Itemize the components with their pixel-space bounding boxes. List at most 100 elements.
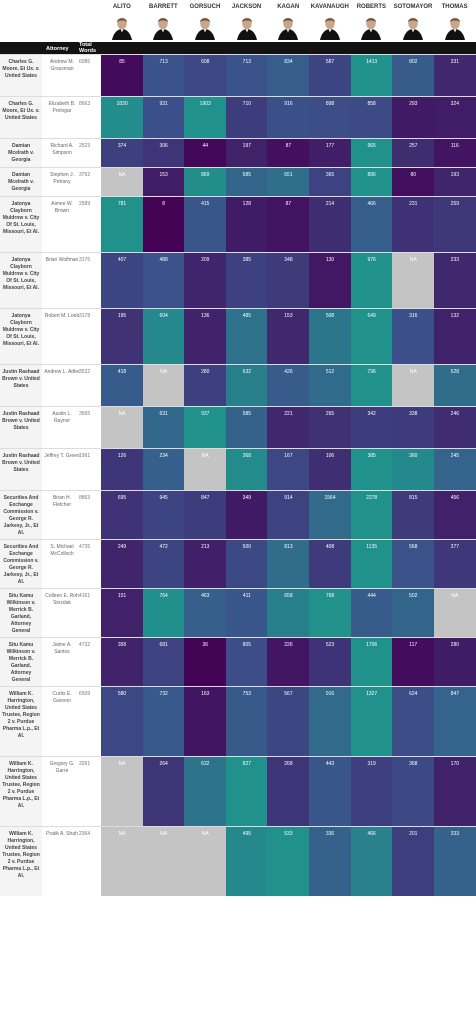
heatmap-cell-sotomayor: 117 — [392, 638, 435, 686]
heatmap-cell-alito: 249 — [101, 540, 144, 588]
justice-name-sotomayor: SOTOMAYOR — [393, 4, 433, 10]
heatmap-cell-jackson: 349 — [225, 491, 268, 539]
heatmap-cell-thomas: 528 — [433, 365, 476, 406]
heatmap-cell-kavanaugh: 898 — [309, 97, 352, 138]
heatmap-cell-barrett: 264 — [142, 757, 185, 826]
total-words: 2589 — [79, 201, 91, 207]
justice-portrait-barrett — [151, 14, 176, 40]
justice-name-kavanaugh: KAVANAUGH — [310, 4, 349, 10]
attorney-name: Andrew L. Adler — [44, 369, 80, 375]
heatmap-cell-roberts: 1327 — [350, 687, 393, 756]
heatmap-cell-barrett: 234 — [142, 449, 185, 490]
justice-name-alito: ALITO — [112, 4, 131, 10]
heatmap-cell-sotomayor: 802 — [392, 55, 435, 96]
heatmap-cell-gorsuch: 213 — [184, 540, 227, 588]
justice-name-barrett: BARRETT — [149, 4, 178, 10]
heatmap-cell-barrett: 732 — [142, 687, 185, 756]
heatmap-cell-kagan: 87 — [267, 139, 310, 167]
heatmap-cell-alito: 358 — [101, 638, 144, 686]
heatmap-cell-jackson: 632 — [225, 365, 268, 406]
heatmap-cell-jackson: 827 — [225, 757, 268, 826]
case-name: Damian Mcelrath v. Georgia — [0, 139, 42, 167]
heatmap-cell-kagan: 567 — [267, 687, 310, 756]
heatmap-cell-kavanaugh: 512 — [309, 365, 352, 406]
justice-name-kagan: KAGAN — [277, 4, 300, 10]
heatmap-cell-thomas: 456 — [433, 491, 476, 539]
total-words: 8663 — [79, 101, 91, 107]
attorney-name: Elizabeth B. Prelogar — [48, 101, 76, 114]
justice-portrait-thomas — [442, 14, 467, 40]
heatmap-cell-alito: NA — [101, 827, 144, 896]
heatmap-cell-alito: NA — [101, 757, 144, 826]
heatmap-cell-alito: NA — [101, 168, 144, 196]
justice-portrait-kagan — [276, 14, 301, 40]
heatmap-cell-barrett: 631 — [142, 407, 185, 448]
heatmap-cell-thomas: 377 — [433, 540, 476, 588]
heatmap-cell-thomas: 847 — [433, 687, 476, 756]
heatmap-cell-kagan: 87 — [267, 197, 310, 252]
justice-header: ALITO BARRETT GORSUCH JACKSON KAGAN KAVANAUGH… — [0, 0, 476, 42]
heatmap-cell-alito: 781 — [101, 197, 144, 252]
case-name: Jatonya Clayborn Muldrow v. City Of St. … — [0, 197, 42, 252]
justice-name-gorsuch: GORSUCH — [189, 4, 221, 10]
heatmap-cell-thomas: 333 — [433, 827, 476, 896]
heatmap-cell-kagan: 658 — [267, 589, 310, 637]
table-row: Damian Mcelrath v. Georgia Richard A. Sim… — [0, 138, 476, 167]
table-row: William K. Harrington, United States Tru… — [0, 826, 476, 896]
case-name: William K. Harrington, United States Tru… — [0, 827, 42, 896]
table-row: Situ Kamu Wilkinson v. Merrick B. Garlan… — [0, 588, 476, 637]
case-name: Charles G. Moore, Et Ux. v. United State… — [0, 55, 42, 96]
heatmap-cell-sotomayor: NA — [392, 253, 435, 308]
attorney-name: Curtis E. Gannon — [52, 691, 72, 704]
heatmap-cell-alito: 407 — [101, 253, 144, 308]
total-words: 4732 — [79, 642, 91, 648]
heatmap-cell-barrett: NA — [142, 365, 185, 406]
case-name: Justin Rashaad Brown v. United States — [0, 449, 42, 490]
case-name: Securities And Exchange Commission v. Ge… — [0, 491, 42, 539]
heatmap-cell-barrett: 8 — [142, 197, 185, 252]
heatmap-cell-roberts: 342 — [350, 407, 393, 448]
table-row: Charles G. Moore, Et Ux. v. United State… — [0, 54, 476, 96]
table-row: Jatonya Clayborn Muldrow v. City Of St. … — [0, 252, 476, 308]
attorney-name: Richard A. Simpson — [50, 143, 74, 156]
table-row: Justin Rashaad Brown v. United States Aus… — [0, 406, 476, 448]
total-words: 3532 — [79, 369, 91, 375]
heatmap-cell-jackson: 385 — [225, 253, 268, 308]
heatmap-cell-roberts: 1135 — [350, 540, 393, 588]
heatmap-cell-roberts: 466 — [350, 197, 393, 252]
heatmap-cell-gorsuch: 163 — [184, 687, 227, 756]
total-words: 8863 — [79, 495, 91, 501]
table-row: Justin Rashaad Brown v. United States And… — [0, 364, 476, 406]
heatmap-cell-barrett: 153 — [142, 168, 185, 196]
heatmap-cell-roberts: 1413 — [350, 55, 393, 96]
heatmap-cell-gorsuch: 608 — [184, 55, 227, 96]
heatmap-cell-thomas: 246 — [433, 407, 476, 448]
heatmap-cell-alito: 85 — [101, 55, 144, 96]
case-name: Justin Rashaad Brown v. United States — [0, 365, 42, 406]
table-row: William K. Harrington, United States Tru… — [0, 686, 476, 756]
heatmap-cell-kagan: 916 — [267, 97, 310, 138]
heatmap-cell-thomas: 331 — [433, 55, 476, 96]
justice-portrait-alito — [109, 14, 134, 40]
attorney-name: Robert M. Loeb — [44, 313, 80, 319]
heatmap-cell-alito: 126 — [101, 449, 144, 490]
case-name: William K. Harrington, United States Tru… — [0, 687, 42, 756]
justice-portrait-sotomayor — [401, 14, 425, 40]
table-header-bar: Attorney Total Words — [0, 42, 476, 54]
heatmap-cell-barrett: 681 — [142, 638, 185, 686]
total-words: 4735 — [79, 544, 91, 550]
heatmap-cell-sotomayor: 360 — [392, 449, 435, 490]
heatmap-cell-barrett: 945 — [142, 491, 185, 539]
attorney-name: Aimee W. Brown — [51, 201, 73, 214]
heatmap-cell-sotomayor: NA — [392, 365, 435, 406]
heatmap-cell-barrett: 931 — [142, 97, 185, 138]
heatmap-cell-kavanaugh: 130 — [309, 253, 352, 308]
heatmap-cell-gorsuch: 136 — [184, 309, 227, 364]
heatmap-cell-jackson: 500 — [225, 540, 268, 588]
table-row: William K. Harrington, United States Tru… — [0, 756, 476, 826]
total-words: 3176 — [79, 257, 91, 263]
heatmap-cell-jackson: 710 — [225, 97, 268, 138]
case-name: Jatonya Clayborn Muldrow v. City Of St. … — [0, 253, 42, 308]
heatmap-cell-gorsuch: NA — [184, 827, 227, 896]
heatmap-cell-thomas: 259 — [433, 197, 476, 252]
